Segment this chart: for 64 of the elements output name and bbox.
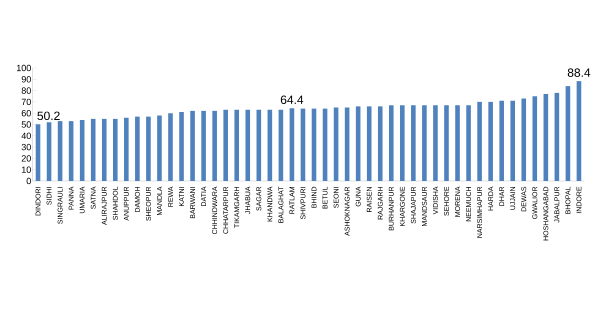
bar <box>521 98 526 181</box>
bar <box>245 110 250 181</box>
bar <box>532 96 538 181</box>
bar <box>36 124 40 181</box>
bar <box>124 118 129 181</box>
y-tick-label: 20 <box>22 155 31 162</box>
bar <box>366 106 372 181</box>
bar <box>554 92 560 181</box>
bar <box>212 110 217 181</box>
bar <box>411 105 416 181</box>
bar <box>157 115 162 181</box>
bar <box>46 122 52 181</box>
bar <box>278 110 284 181</box>
bar <box>201 110 206 181</box>
bar <box>344 108 350 181</box>
bar <box>488 102 493 181</box>
bar <box>234 110 240 181</box>
bar <box>422 105 427 181</box>
y-tick-label: 40 <box>21 132 31 139</box>
y-tick-label: 80 <box>22 87 31 94</box>
bar <box>146 116 151 181</box>
y-tick-label: 100 <box>16 64 31 72</box>
data-label: 88.4 <box>568 68 590 77</box>
bar <box>334 108 338 181</box>
bar <box>80 120 84 181</box>
bar <box>312 108 316 181</box>
bar <box>356 106 360 181</box>
bar <box>168 113 173 181</box>
y-tick-label: 70 <box>22 98 31 106</box>
y-tick-label: 90 <box>22 76 31 82</box>
bar <box>444 105 449 181</box>
bar <box>322 108 328 181</box>
data-label: 50.2 <box>37 112 60 120</box>
bar <box>268 110 272 181</box>
bar <box>135 116 140 181</box>
bar <box>290 108 294 181</box>
bar <box>58 121 62 181</box>
bar <box>68 121 74 181</box>
bar <box>566 86 570 181</box>
bar <box>112 118 118 181</box>
bar <box>102 118 107 181</box>
bar <box>223 110 228 181</box>
bar <box>455 105 460 181</box>
bar <box>256 110 262 181</box>
bar <box>466 105 471 181</box>
bar <box>477 102 482 181</box>
bar <box>499 100 504 181</box>
y-tick-label: 10 <box>22 166 31 173</box>
bar <box>300 108 306 181</box>
data-label: 64.4 <box>280 96 304 104</box>
bar <box>179 112 184 181</box>
bar <box>510 100 516 181</box>
bar <box>388 105 394 181</box>
y-tick-label: 50 <box>22 121 31 128</box>
bar <box>378 106 383 181</box>
bar <box>90 118 96 181</box>
bar <box>190 110 195 181</box>
y-tick-label: 30 <box>22 144 31 150</box>
bar <box>400 105 405 181</box>
y-tick-label: 0 <box>26 178 31 184</box>
bar <box>576 81 582 181</box>
bar <box>433 105 438 181</box>
bar <box>544 94 548 181</box>
y-tick-label: 60 <box>22 110 31 116</box>
